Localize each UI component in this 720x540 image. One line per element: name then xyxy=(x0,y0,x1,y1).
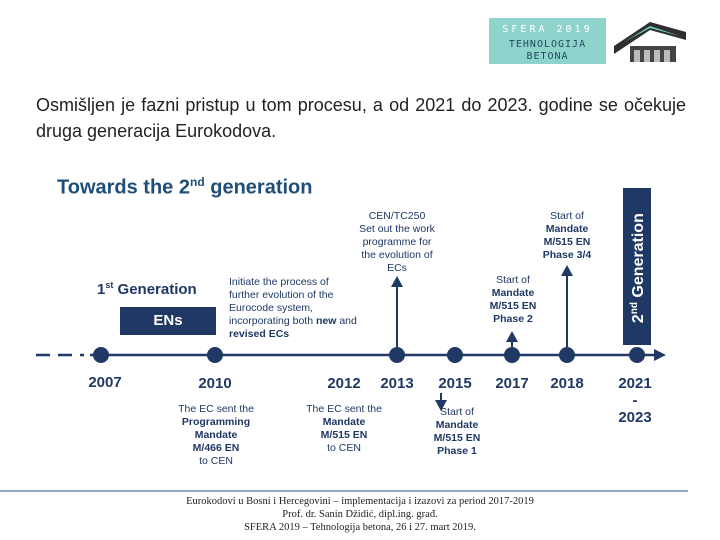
note-initiate-bold: new xyxy=(315,315,337,327)
slide-title-sup: nd xyxy=(190,175,205,189)
building-logo-icon xyxy=(614,22,686,62)
year-2015: 2015 xyxy=(438,375,472,392)
arrow-up-2018-head xyxy=(561,265,573,276)
timeline-dot-2007 xyxy=(93,347,109,363)
note-start2-line: Mandate xyxy=(491,287,535,299)
note-start1-line: Start of xyxy=(440,406,474,418)
ens-box: ENs xyxy=(120,307,216,335)
note-prog-line: Mandate xyxy=(194,429,238,441)
note-prog-line: Programming xyxy=(181,416,251,428)
note-initiate-text: incorporating both xyxy=(229,315,316,327)
note-initiate-text: and xyxy=(336,315,357,327)
first-generation-label: 1st Generation xyxy=(97,280,197,298)
timeline-dot-2017 xyxy=(504,347,520,363)
footer-line-1: Eurokodovi u Bosni i Hercegovini – imple… xyxy=(186,496,534,507)
year-2021: 2021 xyxy=(618,375,652,392)
note-prog-line: M/466 EN xyxy=(192,442,240,454)
footer-line-2: Prof. dr. Sanin Džidić, dipl.ing. građ. xyxy=(282,509,438,520)
sfera-logo-badge: SFERA 2019 TEHNOLOGIJA BETONA xyxy=(489,18,606,64)
note-prog-line: to CEN xyxy=(199,455,233,467)
note-prog-line: The EC sent the xyxy=(178,403,254,415)
note-start1-line: M/515 EN xyxy=(433,432,481,444)
note-mand-line: M/515 EN xyxy=(320,429,368,441)
note-start1-line: Phase 1 xyxy=(437,445,477,457)
year-2013: 2013 xyxy=(380,375,414,392)
arrow-up-2017-head xyxy=(506,331,518,342)
year-2021-2023: 2021 - 2023 xyxy=(605,375,665,426)
note-initiate-process: Initiate the process of further evolutio… xyxy=(229,276,399,341)
timeline-dot-2015 xyxy=(447,347,463,363)
note-start1-line: Mandate xyxy=(435,419,479,431)
second-generation-box xyxy=(623,188,651,345)
note-initiate-line: Eurocode system, xyxy=(229,302,314,314)
timeline-dot-2021 xyxy=(629,347,645,363)
note-cen-line: CEN/TC250 xyxy=(368,210,426,222)
slide-title: Towards the 2nd generation xyxy=(57,175,312,200)
first-gen-sup: st xyxy=(105,280,114,290)
timeline-dot-2010 xyxy=(207,347,223,363)
note-cen-line: the evolution of xyxy=(361,249,433,261)
note-mand-line: Mandate xyxy=(322,416,366,428)
note-start34-line: Mandate xyxy=(545,223,589,235)
note-start34-line: Start of xyxy=(550,210,584,222)
footer-caption: Eurokodovi u Bosni i Hercegovini – imple… xyxy=(150,495,570,534)
logo-line-3: BETONA xyxy=(526,51,569,62)
note-initiate-line: Initiate the process of xyxy=(229,276,329,288)
note-mandate-m515: The EC sent the Mandate M/515 EN to CEN xyxy=(288,403,400,455)
note-mand-line: The EC sent the xyxy=(306,403,382,415)
arrow-down-2015-head xyxy=(435,400,447,411)
year-2010: 2010 xyxy=(198,375,232,392)
year-2023: 2023 xyxy=(618,409,652,426)
year-dash: - xyxy=(632,392,638,409)
logo-line-2: TEHNOLOGIJA xyxy=(508,39,587,50)
slide-title-end: generation xyxy=(204,176,313,199)
first-gen-end: Generation xyxy=(113,281,197,298)
note-cen-line: ECs xyxy=(387,262,407,274)
note-programming-mandate: The EC sent the Programming Mandate M/46… xyxy=(160,403,272,468)
note-initiate-bold: revised ECs xyxy=(229,328,290,340)
note-cen-line: Set out the work xyxy=(359,223,435,235)
note-cen-line: programme for xyxy=(362,236,432,248)
note-start2-line: M/515 EN xyxy=(489,300,537,312)
arrow-up-2013-head xyxy=(391,276,403,287)
note-start34-line: M/515 EN xyxy=(543,236,591,248)
note-start34-line: Phase 3/4 xyxy=(542,249,592,261)
note-mand-line: to CEN xyxy=(327,442,361,454)
slide-title-main: Towards the 2 xyxy=(57,176,190,199)
note-initiate-line: incorporating both new and xyxy=(229,315,399,328)
logo-line-1: SFERA 2019 xyxy=(502,24,593,35)
note-initiate-line: further evolution of the xyxy=(229,289,334,301)
year-2007: 2007 xyxy=(88,374,122,391)
timeline-dot-2018 xyxy=(559,347,575,363)
note-cen-tc250: CEN/TC250 Set out the work programme for… xyxy=(337,210,457,275)
note-start-phase-2: Start of Mandate M/515 EN Phase 2 xyxy=(470,274,556,326)
note-initiate-line: revised ECs xyxy=(229,328,399,341)
note-start-phase-3-4: Start of Mandate M/515 EN Phase 3/4 xyxy=(524,210,610,262)
year-2012: 2012 xyxy=(327,375,361,392)
timeline-arrowhead xyxy=(654,349,666,361)
note-start2-line: Phase 2 xyxy=(493,313,533,325)
year-2017: 2017 xyxy=(495,375,529,392)
first-gen-main: 1 xyxy=(97,281,106,298)
year-2018: 2018 xyxy=(550,375,584,392)
note-start2-line: Start of xyxy=(496,274,530,286)
intro-paragraph: Osmišljen je fazni pristup u tom procesu… xyxy=(36,95,686,141)
timeline-dot-2013 xyxy=(389,347,405,363)
footer-line-3: SFERA 2019 – Tehnologija betona, 26 i 27… xyxy=(244,522,476,533)
note-start-phase-1: Start of Mandate M/515 EN Phase 1 xyxy=(414,406,500,458)
